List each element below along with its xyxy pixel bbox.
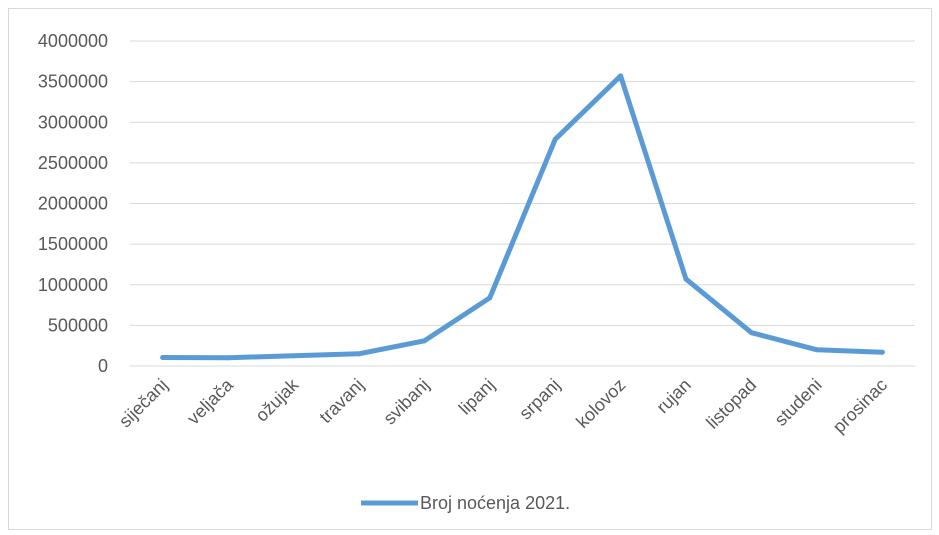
x-tick-label: srpanj [515,375,564,424]
data-point [552,136,558,142]
data-point [421,338,427,344]
data-point [291,353,297,359]
data-point [748,330,754,336]
x-tick-label: travanj [315,375,367,427]
legend: Broj noćenja 2021. [361,493,570,513]
data-point [160,354,166,360]
y-tick-label: 2000000 [38,194,108,214]
x-tick-label: siječanj [115,375,172,432]
y-tick-label: 1000000 [38,275,108,295]
series-group [160,73,885,361]
data-point [814,347,820,353]
data-point [356,351,362,357]
data-point [879,349,885,355]
x-tick-label: rujan [652,375,694,417]
x-tick-label: prosinac [829,375,891,437]
x-tick-label: svibanj [379,375,433,429]
y-tick-label: 2500000 [38,153,108,173]
x-tick-label: lipanj [455,375,499,419]
y-tick-label: 3000000 [38,112,108,132]
gridlines [130,40,915,326]
y-tick-label: 4000000 [38,31,108,51]
x-tick-label: veljača [183,374,237,428]
data-point [487,295,493,301]
series-line [160,73,885,361]
data-point [225,355,231,361]
y-tick-label: 500000 [48,315,108,335]
y-tick-label: 1500000 [38,234,108,254]
y-tick-label: 0 [98,356,108,376]
data-point [618,73,624,79]
x-tick-label: ožujak [251,374,303,426]
x-axis-ticks: siječanj veljača ožujak travanj svibanj lipan… [115,374,891,437]
y-axis-ticks: 0 500000 1000000 1500000 2000000 2500000 30000… [38,31,108,376]
chart-frame [8,8,932,530]
x-tick-label: studeni [771,375,826,430]
legend-label: Broj noćenja 2021. [420,493,570,513]
x-tick-label: listopad [702,375,760,433]
data-point [683,276,689,282]
x-tick-label: kolovoz [572,375,629,432]
y-tick-label: 3500000 [38,72,108,92]
